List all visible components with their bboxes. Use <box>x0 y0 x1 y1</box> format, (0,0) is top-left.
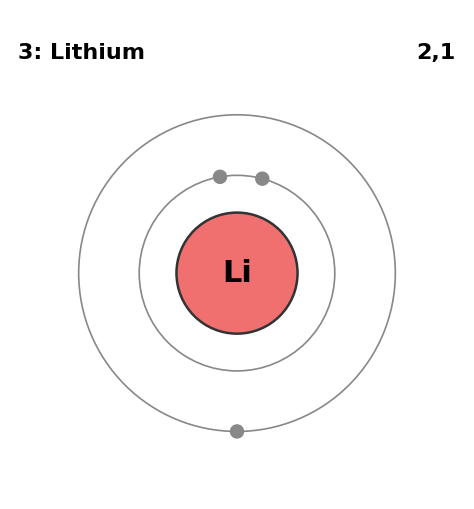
Circle shape <box>230 425 244 438</box>
Circle shape <box>213 171 227 183</box>
Circle shape <box>256 172 269 185</box>
Text: 3: Lithium: 3: Lithium <box>18 43 145 63</box>
Text: Li: Li <box>222 259 252 288</box>
Circle shape <box>176 213 298 334</box>
Text: 2,1: 2,1 <box>417 43 456 63</box>
